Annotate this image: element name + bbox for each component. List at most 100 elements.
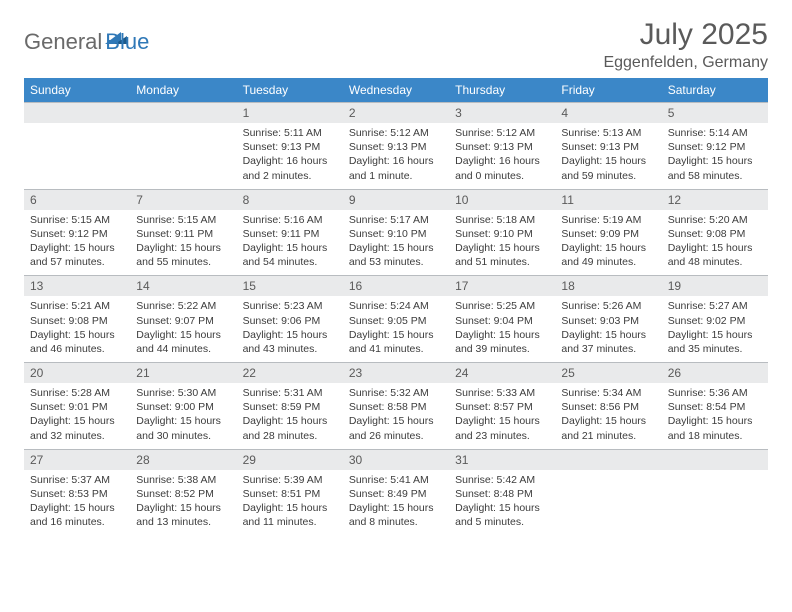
day-number [130,102,236,123]
logo-text-blue: Blue [105,29,149,55]
day-cell: 18Sunrise: 5:26 AMSunset: 9:03 PMDayligh… [555,275,661,362]
day-content: Sunrise: 5:37 AMSunset: 8:53 PMDaylight:… [24,470,130,536]
day-number: 9 [343,189,449,210]
day-number: 20 [24,362,130,383]
day-content [130,123,236,132]
day-number: 6 [24,189,130,210]
day-number: 25 [555,362,661,383]
day-cell: 8Sunrise: 5:16 AMSunset: 9:11 PMDaylight… [237,189,343,276]
day-cell: 3Sunrise: 5:12 AMSunset: 9:13 PMDaylight… [449,102,555,189]
day-content: Sunrise: 5:24 AMSunset: 9:05 PMDaylight:… [343,296,449,362]
day-number: 30 [343,449,449,470]
day-number: 7 [130,189,236,210]
week-row: 13Sunrise: 5:21 AMSunset: 9:08 PMDayligh… [24,275,768,362]
day-header-row: SundayMondayTuesdayWednesdayThursdayFrid… [24,78,768,102]
day-cell: 7Sunrise: 5:15 AMSunset: 9:11 PMDaylight… [130,189,236,276]
logo: General Blue [24,18,149,60]
day-cell: 21Sunrise: 5:30 AMSunset: 9:00 PMDayligh… [130,362,236,449]
day-header: Saturday [662,78,768,102]
day-number: 4 [555,102,661,123]
day-cell: 2Sunrise: 5:12 AMSunset: 9:13 PMDaylight… [343,102,449,189]
day-number: 3 [449,102,555,123]
day-content: Sunrise: 5:16 AMSunset: 9:11 PMDaylight:… [237,210,343,276]
day-number: 18 [555,275,661,296]
logo-text-general: General [24,29,102,55]
day-cell: 9Sunrise: 5:17 AMSunset: 9:10 PMDaylight… [343,189,449,276]
day-cell: 5Sunrise: 5:14 AMSunset: 9:12 PMDaylight… [662,102,768,189]
day-cell: 13Sunrise: 5:21 AMSunset: 9:08 PMDayligh… [24,275,130,362]
day-number: 14 [130,275,236,296]
day-content: Sunrise: 5:28 AMSunset: 9:01 PMDaylight:… [24,383,130,449]
day-header: Thursday [449,78,555,102]
day-content: Sunrise: 5:20 AMSunset: 9:08 PMDaylight:… [662,210,768,276]
calendar-page: General Blue July 2025 Eggenfelden, Germ… [0,0,792,553]
day-cell: 16Sunrise: 5:24 AMSunset: 9:05 PMDayligh… [343,275,449,362]
day-content: Sunrise: 5:42 AMSunset: 8:48 PMDaylight:… [449,470,555,536]
day-content: Sunrise: 5:21 AMSunset: 9:08 PMDaylight:… [24,296,130,362]
day-content: Sunrise: 5:34 AMSunset: 8:56 PMDaylight:… [555,383,661,449]
calendar-body: 1Sunrise: 5:11 AMSunset: 9:13 PMDaylight… [24,102,768,535]
day-cell: 25Sunrise: 5:34 AMSunset: 8:56 PMDayligh… [555,362,661,449]
day-number: 24 [449,362,555,383]
day-cell: 19Sunrise: 5:27 AMSunset: 9:02 PMDayligh… [662,275,768,362]
day-content: Sunrise: 5:19 AMSunset: 9:09 PMDaylight:… [555,210,661,276]
day-number: 16 [343,275,449,296]
day-number: 1 [237,102,343,123]
day-cell: 26Sunrise: 5:36 AMSunset: 8:54 PMDayligh… [662,362,768,449]
day-content: Sunrise: 5:38 AMSunset: 8:52 PMDaylight:… [130,470,236,536]
day-number: 8 [237,189,343,210]
calendar-table: SundayMondayTuesdayWednesdayThursdayFrid… [24,78,768,535]
day-cell: 10Sunrise: 5:18 AMSunset: 9:10 PMDayligh… [449,189,555,276]
day-content: Sunrise: 5:13 AMSunset: 9:13 PMDaylight:… [555,123,661,189]
day-number: 13 [24,275,130,296]
day-content [662,470,768,479]
day-cell: 17Sunrise: 5:25 AMSunset: 9:04 PMDayligh… [449,275,555,362]
day-number: 19 [662,275,768,296]
day-number [555,449,661,470]
day-header: Friday [555,78,661,102]
day-content: Sunrise: 5:33 AMSunset: 8:57 PMDaylight:… [449,383,555,449]
day-cell: 14Sunrise: 5:22 AMSunset: 9:07 PMDayligh… [130,275,236,362]
day-cell: 20Sunrise: 5:28 AMSunset: 9:01 PMDayligh… [24,362,130,449]
day-content: Sunrise: 5:27 AMSunset: 9:02 PMDaylight:… [662,296,768,362]
day-number [662,449,768,470]
day-header: Sunday [24,78,130,102]
day-header: Wednesday [343,78,449,102]
week-row: 1Sunrise: 5:11 AMSunset: 9:13 PMDaylight… [24,102,768,189]
day-cell [24,102,130,189]
day-cell: 15Sunrise: 5:23 AMSunset: 9:06 PMDayligh… [237,275,343,362]
day-cell: 4Sunrise: 5:13 AMSunset: 9:13 PMDaylight… [555,102,661,189]
day-number: 27 [24,449,130,470]
day-content: Sunrise: 5:36 AMSunset: 8:54 PMDaylight:… [662,383,768,449]
day-content: Sunrise: 5:12 AMSunset: 9:13 PMDaylight:… [449,123,555,189]
day-cell: 1Sunrise: 5:11 AMSunset: 9:13 PMDaylight… [237,102,343,189]
day-content: Sunrise: 5:23 AMSunset: 9:06 PMDaylight:… [237,296,343,362]
day-cell [662,449,768,536]
day-content: Sunrise: 5:41 AMSunset: 8:49 PMDaylight:… [343,470,449,536]
title-block: July 2025 Eggenfelden, Germany [603,18,768,72]
week-row: 27Sunrise: 5:37 AMSunset: 8:53 PMDayligh… [24,449,768,536]
day-number: 31 [449,449,555,470]
day-number: 22 [237,362,343,383]
day-cell: 12Sunrise: 5:20 AMSunset: 9:08 PMDayligh… [662,189,768,276]
day-cell: 31Sunrise: 5:42 AMSunset: 8:48 PMDayligh… [449,449,555,536]
day-cell: 28Sunrise: 5:38 AMSunset: 8:52 PMDayligh… [130,449,236,536]
day-header: Monday [130,78,236,102]
week-row: 20Sunrise: 5:28 AMSunset: 9:01 PMDayligh… [24,362,768,449]
day-content: Sunrise: 5:22 AMSunset: 9:07 PMDaylight:… [130,296,236,362]
day-number: 10 [449,189,555,210]
day-number: 26 [662,362,768,383]
day-number: 29 [237,449,343,470]
day-content: Sunrise: 5:12 AMSunset: 9:13 PMDaylight:… [343,123,449,189]
day-number: 21 [130,362,236,383]
header: General Blue July 2025 Eggenfelden, Germ… [24,18,768,72]
day-cell: 6Sunrise: 5:15 AMSunset: 9:12 PMDaylight… [24,189,130,276]
day-content: Sunrise: 5:30 AMSunset: 9:00 PMDaylight:… [130,383,236,449]
day-cell: 11Sunrise: 5:19 AMSunset: 9:09 PMDayligh… [555,189,661,276]
day-content: Sunrise: 5:18 AMSunset: 9:10 PMDaylight:… [449,210,555,276]
day-content: Sunrise: 5:17 AMSunset: 9:10 PMDaylight:… [343,210,449,276]
day-content: Sunrise: 5:14 AMSunset: 9:12 PMDaylight:… [662,123,768,189]
day-content: Sunrise: 5:31 AMSunset: 8:59 PMDaylight:… [237,383,343,449]
day-number: 2 [343,102,449,123]
day-content: Sunrise: 5:25 AMSunset: 9:04 PMDaylight:… [449,296,555,362]
